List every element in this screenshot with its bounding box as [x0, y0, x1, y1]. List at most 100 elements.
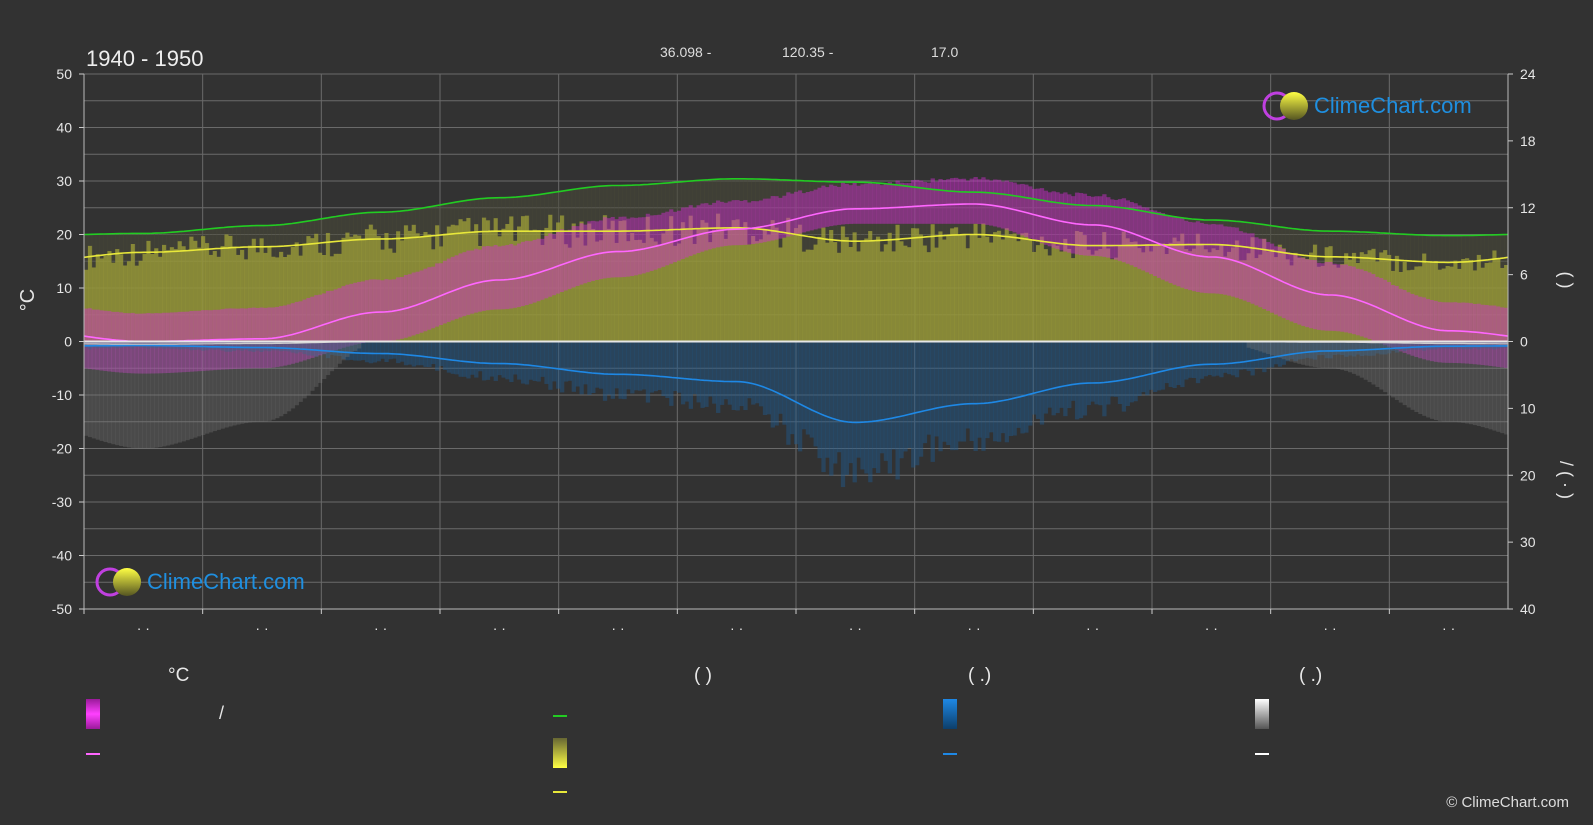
precip-bar	[435, 341, 440, 371]
sunshine-bar	[914, 228, 920, 342]
precip-bar	[1437, 341, 1443, 349]
snow-bar	[318, 341, 323, 383]
precip-bar	[1227, 341, 1232, 375]
precip-bar	[1043, 341, 1049, 414]
sunshine-bar	[1340, 264, 1345, 342]
temp-range-bar	[442, 260, 448, 324]
temp-range-bar	[899, 182, 904, 224]
sunshine-bar	[1168, 242, 1173, 342]
precip-bar	[1113, 341, 1119, 397]
sunshine-bar	[1414, 266, 1419, 342]
snow-bar	[158, 341, 163, 448]
precip-bar	[895, 341, 900, 480]
sunshine-bar	[220, 246, 225, 342]
precip-bar	[875, 341, 881, 474]
snow-bar	[220, 341, 225, 429]
sunshine-bar	[310, 238, 315, 342]
sunshine-bar	[1145, 244, 1150, 342]
precip-bar	[981, 341, 986, 451]
snow-bar	[1371, 341, 1376, 385]
sunshine-bar	[1359, 252, 1365, 342]
temp-range-bar	[1449, 302, 1454, 363]
temp-range-bar	[1071, 196, 1076, 254]
right-axis-top-tick-label: 12	[1520, 200, 1536, 216]
precip-bar	[559, 341, 565, 393]
sunshine-bar	[1449, 266, 1454, 342]
temp-range-bar	[770, 196, 775, 241]
precip-bar	[497, 341, 502, 376]
temp-range-bar	[598, 220, 604, 280]
temp-range-bar	[1437, 301, 1443, 363]
precip-bar	[872, 341, 877, 469]
snow-bar	[1429, 341, 1435, 419]
temp-range-bar	[1406, 292, 1411, 355]
temp-range-bar	[1297, 256, 1302, 325]
sunshine-bar	[134, 265, 140, 342]
precip-bar	[314, 341, 319, 357]
logo-top[interactable]: ClimeChart.com	[1262, 90, 1472, 122]
precip-bar	[957, 341, 963, 442]
sunshine-bar	[1332, 264, 1337, 342]
snow-bar	[1418, 341, 1423, 415]
snow-bar	[306, 341, 311, 395]
precip-bar	[310, 341, 315, 356]
temp-range-bar	[431, 266, 436, 329]
temp-range-bar	[575, 226, 580, 286]
precip-bar	[357, 341, 362, 361]
sunshine-bar	[126, 261, 132, 342]
sunshine-bar	[544, 227, 549, 342]
temp-range-bar	[1480, 304, 1485, 366]
snow-bar	[232, 341, 237, 426]
precip-bar	[540, 341, 545, 377]
sunshine-bar	[993, 232, 998, 342]
sunshine-bar	[341, 237, 346, 342]
temp-range-bar	[809, 191, 814, 231]
snow-bar	[1312, 341, 1318, 368]
snow-bar	[1258, 341, 1263, 352]
precip-bar	[833, 341, 838, 464]
temp-range-bar	[680, 207, 686, 260]
temp-range-bar	[794, 191, 799, 235]
temp-range-bar	[1293, 254, 1298, 324]
precip-bar	[1258, 341, 1263, 369]
sunshine-bar	[926, 252, 931, 342]
temp-range-bar	[766, 198, 772, 242]
temp-range-bar	[142, 313, 147, 374]
precip-bar	[1484, 341, 1489, 349]
temp-range-bar	[1433, 300, 1439, 362]
precip-bar	[1207, 341, 1212, 375]
precip-bar	[1390, 341, 1396, 351]
temp-range-bar	[727, 201, 733, 246]
snow-bar	[1437, 341, 1443, 421]
sunshine-bar	[1188, 251, 1193, 342]
precip-bar	[1273, 341, 1279, 365]
temp-range-bar	[119, 312, 124, 373]
temp-range-bar	[825, 187, 830, 227]
right-axis-bottom-tick-label: 40	[1520, 601, 1536, 617]
precip-bar	[349, 341, 354, 360]
copyright[interactable]: © ClimeChart.com	[1446, 794, 1569, 811]
temp-range-bar	[653, 215, 658, 270]
latitude-label: 36.098 -	[660, 44, 712, 60]
sunshine-bar	[766, 234, 772, 342]
precip-bar	[891, 341, 896, 450]
snow-bar	[1344, 341, 1349, 371]
sunshine-bar	[954, 227, 959, 342]
precip-bar	[739, 341, 744, 407]
sunshine-bar	[1039, 236, 1045, 342]
sunshine-bar	[212, 250, 218, 342]
sunshine-bar	[805, 249, 811, 342]
precip-bar	[723, 341, 729, 400]
logo-bottom[interactable]: ClimeChart.com	[95, 566, 305, 598]
temp-mean-swatch	[86, 753, 100, 755]
precip-bar	[119, 341, 124, 348]
precip-bar	[946, 341, 951, 446]
snow-bar	[1402, 341, 1407, 406]
precip-bar	[360, 341, 366, 361]
temp-range-bar	[669, 209, 674, 264]
precip-bar	[719, 341, 725, 405]
sunshine-bar	[1223, 256, 1228, 342]
precip-bar	[649, 341, 654, 393]
sunshine-bar	[1457, 268, 1462, 342]
precip-bar	[1480, 341, 1485, 349]
